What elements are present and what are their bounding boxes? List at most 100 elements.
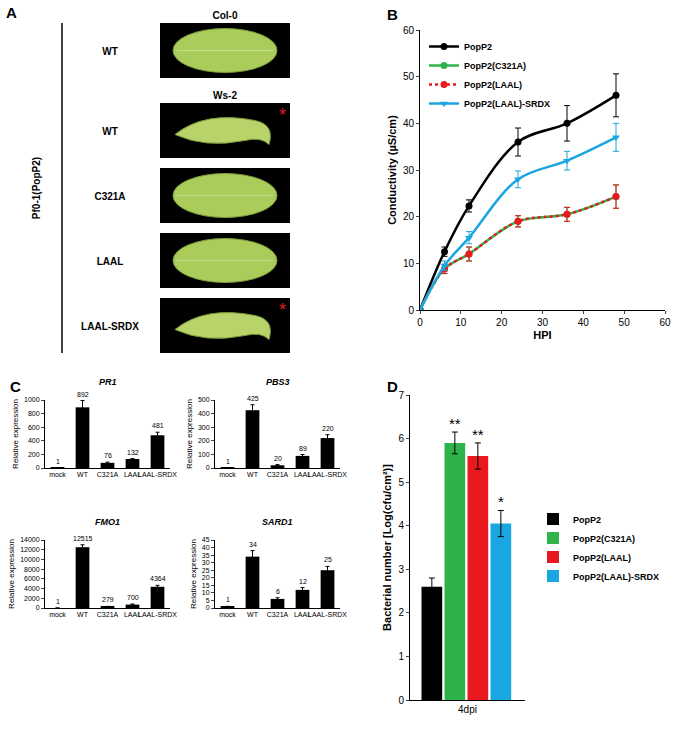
svg-text:A: A	[6, 4, 17, 21]
svg-text:425: 425	[247, 395, 259, 402]
svg-text:0: 0	[398, 695, 404, 706]
svg-text:PopP2(LAAL): PopP2(LAAL)	[573, 553, 631, 563]
svg-text:LAAL: LAAL	[294, 611, 311, 618]
svg-text:14000: 14000	[20, 536, 40, 543]
svg-text:4dpi: 4dpi	[458, 704, 477, 715]
svg-text:**: **	[449, 415, 461, 432]
svg-text:25: 25	[202, 567, 210, 574]
svg-text:1: 1	[56, 458, 60, 465]
svg-text:2000: 2000	[24, 595, 40, 602]
svg-text:4000: 4000	[24, 585, 40, 592]
svg-text:LAAL: LAAL	[124, 471, 141, 478]
svg-text:SARD1: SARD1	[262, 517, 293, 527]
svg-text:1: 1	[226, 596, 230, 603]
svg-text:12: 12	[299, 578, 307, 585]
svg-text:60: 60	[403, 25, 415, 36]
svg-text:481: 481	[152, 422, 164, 429]
svg-text:6: 6	[276, 588, 280, 595]
svg-text:30: 30	[202, 559, 210, 566]
svg-text:5: 5	[398, 477, 404, 488]
svg-text:40: 40	[578, 317, 590, 328]
svg-text:*: *	[498, 493, 504, 510]
svg-text:12000: 12000	[20, 546, 40, 553]
svg-text:Relative expression: Relative expression	[189, 539, 198, 609]
svg-text:Relative expression: Relative expression	[7, 539, 16, 609]
svg-text:2: 2	[398, 607, 404, 618]
svg-text:LAAL: LAAL	[97, 256, 124, 267]
svg-text:C321A: C321A	[267, 471, 289, 478]
svg-text:Relative expression: Relative expression	[11, 399, 20, 469]
svg-text:FMO1: FMO1	[95, 517, 120, 527]
svg-text:4: 4	[398, 520, 404, 531]
svg-text:mock: mock	[219, 471, 236, 478]
svg-text:60: 60	[659, 317, 671, 328]
svg-text:0: 0	[36, 604, 40, 611]
svg-text:0: 0	[417, 317, 423, 328]
svg-text:0: 0	[408, 305, 414, 316]
svg-text:12515: 12515	[73, 535, 93, 542]
svg-text:76: 76	[104, 452, 112, 459]
svg-text:4364: 4364	[150, 575, 166, 582]
svg-text:800: 800	[28, 410, 40, 417]
svg-text:1000: 1000	[24, 396, 40, 403]
svg-text:LAAL-SRDX: LAAL-SRDX	[138, 471, 177, 478]
svg-text:LAAL-SRDX: LAAL-SRDX	[138, 611, 177, 618]
svg-text:*: *	[279, 300, 286, 320]
svg-text:700: 700	[127, 594, 139, 601]
svg-text:34: 34	[249, 541, 257, 548]
svg-text:C321A: C321A	[97, 471, 119, 478]
svg-text:400: 400	[198, 410, 210, 417]
svg-text:20: 20	[202, 574, 210, 581]
svg-text:WT: WT	[77, 611, 89, 618]
svg-text:10000: 10000	[20, 556, 40, 563]
svg-text:WT: WT	[77, 471, 89, 478]
svg-text:PR1: PR1	[99, 377, 117, 387]
svg-text:89: 89	[299, 445, 307, 452]
svg-text:Bacterial number [Log(cfu/cm²): Bacterial number [Log(cfu/cm²)]	[381, 464, 393, 631]
svg-text:10: 10	[455, 317, 467, 328]
svg-text:30: 30	[537, 317, 549, 328]
svg-text:0: 0	[206, 464, 210, 471]
svg-text:220: 220	[322, 425, 334, 432]
svg-text:C321A: C321A	[94, 191, 125, 202]
svg-text:*: *	[279, 105, 286, 125]
svg-text:1: 1	[56, 598, 60, 605]
svg-text:1: 1	[398, 651, 404, 662]
svg-text:LAAL-SRDX: LAAL-SRDX	[308, 471, 347, 478]
svg-text:Relative expression: Relative expression	[185, 399, 194, 469]
svg-text:C: C	[10, 378, 21, 395]
svg-text:PBS3: PBS3	[266, 377, 290, 387]
svg-text:WT: WT	[102, 126, 118, 137]
svg-text:200: 200	[28, 451, 40, 458]
svg-text:6000: 6000	[24, 575, 40, 582]
svg-text:200: 200	[198, 437, 210, 444]
svg-text:mock: mock	[219, 611, 236, 618]
svg-text:Pf0-1(PopP2): Pf0-1(PopP2)	[31, 157, 42, 219]
svg-text:**: **	[472, 426, 484, 443]
svg-text:500: 500	[198, 396, 210, 403]
svg-text:30: 30	[403, 165, 415, 176]
svg-text:C321A: C321A	[97, 611, 119, 618]
svg-text:PopP2: PopP2	[573, 515, 601, 525]
svg-text:35: 35	[202, 552, 210, 559]
svg-text:mock: mock	[49, 611, 66, 618]
svg-text:WT: WT	[247, 471, 259, 478]
svg-text:132: 132	[127, 449, 139, 456]
svg-text:45: 45	[202, 536, 210, 543]
svg-text:LAAL: LAAL	[124, 611, 141, 618]
svg-text:7: 7	[398, 390, 404, 401]
svg-text:25: 25	[324, 556, 332, 563]
svg-text:50: 50	[619, 317, 631, 328]
svg-text:20: 20	[403, 211, 415, 222]
svg-text:3: 3	[398, 564, 404, 575]
svg-text:0: 0	[206, 604, 210, 611]
svg-text:10: 10	[403, 258, 415, 269]
svg-text:600: 600	[28, 424, 40, 431]
svg-text:WT: WT	[247, 611, 259, 618]
svg-text:WT: WT	[102, 46, 118, 57]
svg-text:PopP2(LAAL): PopP2(LAAL)	[464, 80, 522, 90]
svg-text:D: D	[387, 378, 398, 395]
svg-text:892: 892	[77, 391, 89, 398]
svg-text:15: 15	[202, 582, 210, 589]
svg-text:LAAL: LAAL	[294, 471, 311, 478]
